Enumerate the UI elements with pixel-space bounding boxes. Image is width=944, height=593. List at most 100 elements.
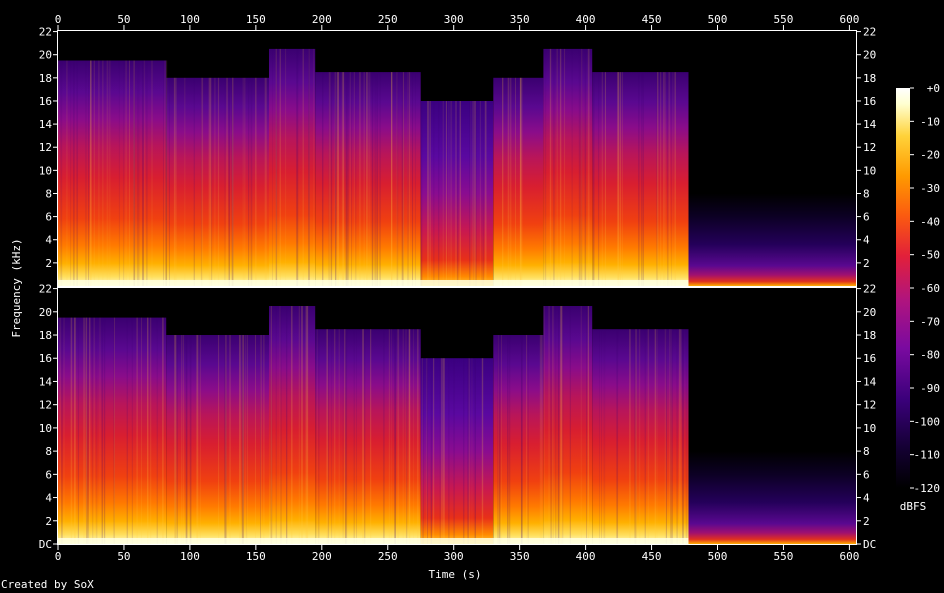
x-axis-bottom: 0 50 100 150 200 250 300 350 400 450 500 550 600 <box>55 545 859 563</box>
texture-stripe <box>73 60 75 286</box>
texture-stripe <box>118 60 120 286</box>
texture-stripe <box>306 306 309 544</box>
texture-stripe <box>629 329 631 544</box>
texture-stripe <box>174 335 176 544</box>
texture-stripe <box>427 101 429 286</box>
texture-stripe <box>682 329 684 544</box>
texture-stripe <box>209 77 212 286</box>
texture-stripe <box>472 101 475 286</box>
texture-stripe <box>301 306 303 544</box>
texture-stripe <box>86 317 88 544</box>
texture-stripe <box>685 329 688 544</box>
texture-stripe <box>169 77 170 286</box>
texture-stripe <box>231 77 234 286</box>
texture-stripe <box>682 329 684 544</box>
colorbar-tick-label: -50 <box>920 249 940 262</box>
texture-stripe <box>634 329 636 544</box>
x-tick-label: 300 <box>444 550 464 563</box>
texture-stripe <box>264 77 266 286</box>
texture-stripe <box>272 48 273 287</box>
texture-stripe <box>88 60 90 286</box>
y-tick-label: 4 <box>45 492 52 505</box>
x-tick-label: 400 <box>576 550 596 563</box>
texture-stripe <box>467 358 469 544</box>
texture-stripe <box>217 77 220 286</box>
texture-stripe <box>345 329 346 544</box>
x-tick-label: 50 <box>117 550 130 563</box>
y-tick-label: 6 <box>863 211 870 224</box>
texture-stripe <box>553 48 555 287</box>
texture-stripe <box>456 101 458 286</box>
footer-credit: Created by SoX <box>1 578 94 591</box>
texture-stripe <box>74 317 76 544</box>
texture-stripe <box>543 306 545 544</box>
texture-stripe <box>279 306 281 544</box>
texture-stripe <box>335 72 337 286</box>
texture-stripe <box>95 317 98 544</box>
colorbar-tick-label: -90 <box>920 382 940 395</box>
texture-stripe <box>327 329 329 544</box>
y-tick-label: 18 <box>39 72 52 85</box>
spectrogram-segment <box>58 60 167 286</box>
texture-stripe <box>200 77 203 286</box>
texture-stripe <box>242 335 244 544</box>
texture-stripe <box>405 329 407 544</box>
texture-stripe <box>561 306 563 544</box>
texture-stripe <box>564 48 566 287</box>
texture-stripe <box>109 60 111 286</box>
texture-stripe <box>656 329 658 544</box>
texture-stripe <box>275 48 278 287</box>
texture-stripe <box>359 72 361 286</box>
y-tick-label: 10 <box>863 422 876 435</box>
texture-stripe <box>296 48 298 287</box>
y-tick-label: 4 <box>863 492 870 505</box>
texture-stripe <box>616 329 618 544</box>
texture-stripe <box>664 72 666 286</box>
texture-stripe <box>412 72 413 286</box>
texture-stripe <box>211 77 213 286</box>
texture-stripe <box>420 101 423 286</box>
texture-stripe <box>421 358 423 544</box>
y-tick-label: 14 <box>39 375 53 388</box>
x-tick-label: 600 <box>839 550 859 563</box>
texture-stripe <box>417 329 419 544</box>
texture-stripe <box>528 335 529 544</box>
texture-stripe <box>635 329 637 544</box>
y-tick-label: 8 <box>45 187 52 200</box>
texture-stripe <box>379 72 381 286</box>
texture-stripe <box>391 329 392 544</box>
texture-stripe <box>457 101 459 286</box>
spectrogram-segment <box>688 193 856 286</box>
texture-stripe <box>136 60 139 286</box>
texture-stripe <box>141 317 142 544</box>
texture-stripe <box>90 60 92 286</box>
texture-stripe <box>441 358 444 544</box>
y-tick-label: 12 <box>863 399 876 412</box>
y-tick-label: DC <box>863 538 876 551</box>
texture-stripe <box>255 77 257 286</box>
texture-stripe <box>430 358 432 544</box>
texture-stripe <box>429 101 431 286</box>
texture-stripe <box>672 72 674 286</box>
texture-stripe <box>239 335 242 544</box>
y-tick-label: 2 <box>863 515 870 528</box>
texture-stripe <box>618 72 620 286</box>
texture-stripe <box>656 72 658 286</box>
texture-stripe <box>571 48 573 287</box>
texture-stripe <box>201 77 204 286</box>
texture-stripe <box>315 329 317 544</box>
texture-stripe <box>409 329 411 544</box>
texture-stripe <box>639 329 641 544</box>
texture-stripe <box>388 329 391 544</box>
plot-frames <box>57 30 857 545</box>
texture-stripe <box>521 335 523 544</box>
x-tick-label: 450 <box>642 13 662 26</box>
texture-stripe <box>448 358 450 544</box>
texture-stripe <box>555 306 557 544</box>
x-tick-label: 500 <box>708 550 728 563</box>
texture-stripe <box>138 60 140 286</box>
x-tick-label: 200 <box>312 550 332 563</box>
texture-stripe <box>247 335 248 544</box>
texture-stripe <box>617 329 619 544</box>
texture-stripe <box>103 317 106 544</box>
